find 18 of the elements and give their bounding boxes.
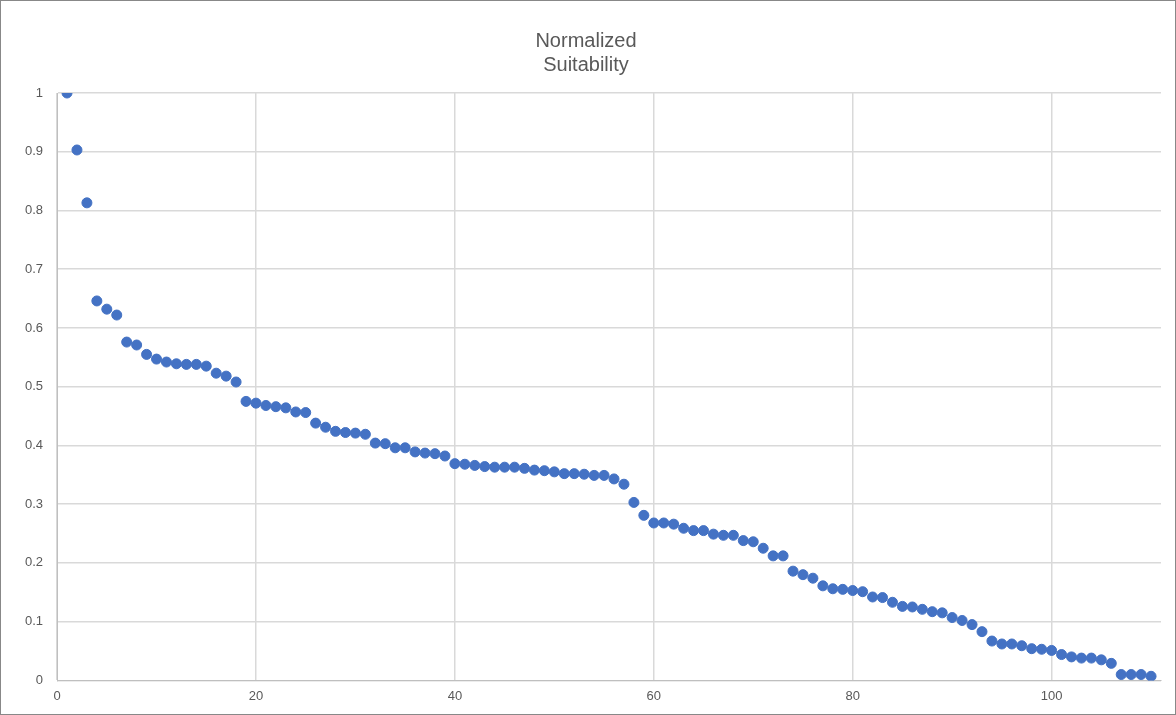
y-tick-label: 0.2 (24, 554, 44, 570)
y-tick-label: 0.9 (24, 143, 44, 159)
y-tick-label: 0.8 (24, 202, 44, 218)
x-tick-label: 80 (845, 687, 860, 703)
y-tick-label: 0.3 (24, 495, 44, 511)
x-tick-label: 0 (53, 687, 61, 703)
y-tick-label: 1 (35, 84, 44, 100)
y-tick-label: 0 (35, 671, 44, 687)
chart-title: Normalized Suitability (535, 28, 637, 75)
y-tick-label: 0.1 (24, 613, 44, 629)
y-tick-label: 0.6 (24, 319, 44, 335)
y-tick-label: 0.5 (24, 378, 44, 394)
x-tick-label: 60 (646, 687, 662, 703)
y-tick-label: 0.4 (24, 437, 44, 453)
x-tick-label: 40 (447, 687, 463, 703)
x-tick-label: 20 (248, 687, 264, 703)
x-tick-label: 100 (1040, 687, 1063, 703)
y-tick-label: 0.7 (24, 260, 44, 276)
